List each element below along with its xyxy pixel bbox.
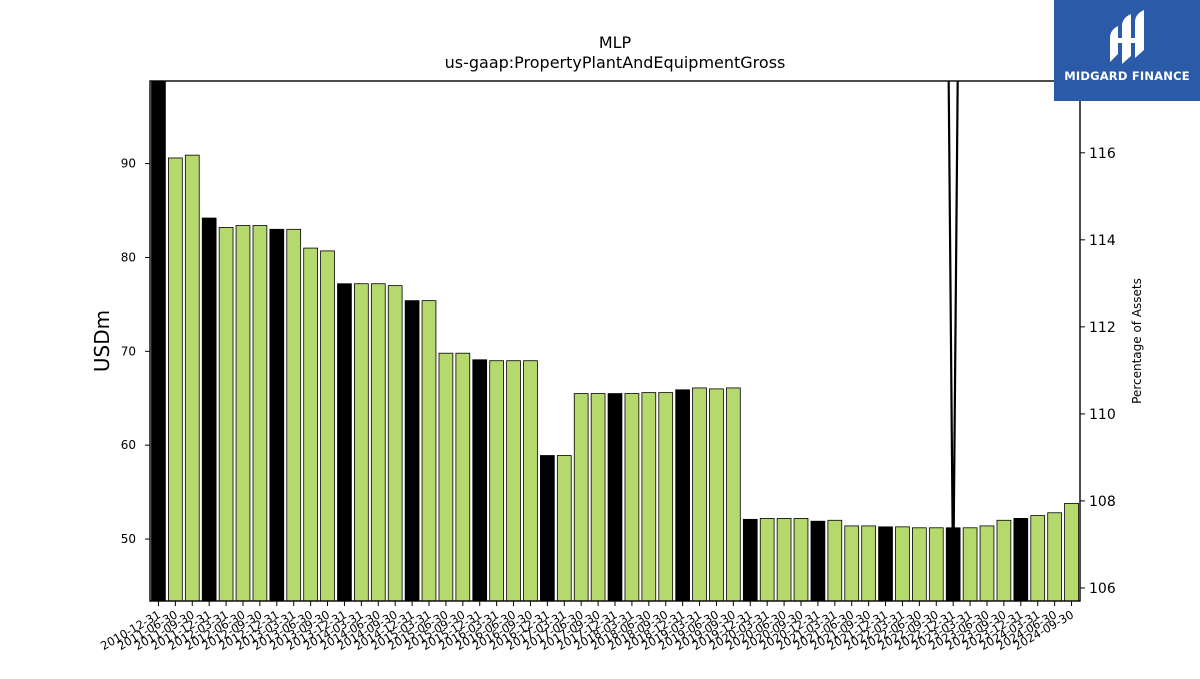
bar-2014-06-30	[370, 283, 386, 601]
bars-group	[151, 81, 1079, 601]
y-tick-label: 50	[121, 532, 136, 546]
bar-2018-06-30	[641, 392, 657, 601]
bar-2022-03-31	[895, 526, 910, 601]
bar-2021-06-30	[844, 525, 860, 601]
bar-2020-06-30	[776, 518, 792, 601]
bar-2020-03-31	[759, 518, 775, 601]
y2-axis-label: Percentage of Assets	[1130, 278, 1144, 404]
bar-2012-06-30	[235, 225, 251, 601]
bar-2013-03-31	[286, 228, 302, 601]
chart-subtitle: us-gaap:PropertyPlantAndEquipmentGross	[445, 53, 786, 72]
bar-2019-09-30	[726, 387, 741, 601]
y-axis-label: USDm	[90, 310, 114, 372]
brand-logo: MIDGARD FINANCE	[1054, 0, 1200, 101]
bar-2015-06-30	[438, 352, 454, 601]
bar-2016-03-31	[489, 360, 504, 601]
right-axis-ticks: 106 108 110 112 114 116	[1080, 146, 1116, 597]
bar-2022-09-30	[928, 527, 944, 601]
bar-2024-03-31	[1030, 515, 1046, 601]
bar-2024-09-30	[1064, 502, 1079, 601]
bar-2014-03-31	[354, 283, 369, 601]
bar-2022-06-30	[912, 527, 927, 601]
bar-2023-09-30	[996, 519, 1012, 601]
bar-2020-12-31	[810, 520, 826, 601]
y2-tick-label: 112	[1089, 320, 1116, 336]
bar-2021-03-31	[827, 519, 843, 601]
y-tick-label: 70	[121, 344, 136, 358]
bar-2011-12-31	[201, 217, 217, 601]
bar-2016-09-30	[523, 360, 538, 601]
bar-2019-12-31	[742, 518, 758, 601]
bar-2015-03-31	[421, 300, 437, 601]
y2-tick-label: 108	[1089, 494, 1116, 510]
bar-2014-12-31	[404, 300, 420, 601]
y-tick-label: 60	[121, 438, 136, 452]
bar-2018-09-30	[658, 392, 674, 601]
x-axis-ticks: 2010-12-312011-06-302011-09-302011-12-31…	[98, 601, 1076, 653]
bar-2021-09-30	[861, 525, 876, 601]
bar-2011-06-30	[168, 157, 183, 601]
bar-2014-09-30	[387, 285, 403, 601]
y-tick-label: 90	[121, 157, 136, 171]
bar-2019-06-30	[709, 388, 724, 601]
bar-2015-09-30	[455, 352, 471, 601]
bar-2013-12-31	[337, 283, 352, 601]
bar-2021-12-31	[878, 526, 893, 601]
bar-2015-12-31	[472, 359, 488, 601]
bar-2019-03-31	[692, 387, 707, 601]
midgard-logo-icon	[1110, 10, 1144, 64]
bar-2024-06-30	[1047, 512, 1062, 601]
bar-2017-12-31	[607, 393, 623, 601]
left-axis-ticks: 50 60 70 80 90	[121, 157, 150, 546]
y2-tick-label: 110	[1089, 407, 1116, 423]
bar-2017-06-30	[573, 393, 589, 601]
logo-text: MIDGARD FINANCE	[1064, 69, 1190, 83]
y2-tick-label: 106	[1089, 581, 1116, 597]
y-tick-label: 80	[121, 250, 136, 264]
bar-2017-09-30	[590, 393, 606, 601]
bar-2023-12-31	[1013, 518, 1029, 601]
bar-2023-03-31	[962, 527, 978, 601]
bar-2012-12-31	[269, 228, 285, 601]
bar-2012-09-30	[252, 225, 268, 601]
bar-2018-12-31	[675, 389, 690, 601]
bar-2013-09-30	[320, 250, 335, 601]
bar-2010-12-31	[151, 81, 166, 601]
bar-2018-03-31	[624, 393, 640, 601]
y2-tick-label: 114	[1089, 233, 1116, 249]
bar-2016-06-30	[506, 360, 521, 601]
bar-2020-09-30	[793, 518, 809, 601]
bar-2016-12-31	[540, 455, 555, 601]
y2-tick-label: 116	[1089, 146, 1116, 162]
bar-2012-03-31	[218, 227, 234, 601]
bar-2013-06-30	[303, 247, 318, 601]
bar-2011-09-30	[184, 154, 200, 601]
bar-2023-06-30	[979, 525, 995, 601]
chart-title: MLP	[599, 33, 632, 52]
bar-2017-03-31	[556, 455, 572, 601]
